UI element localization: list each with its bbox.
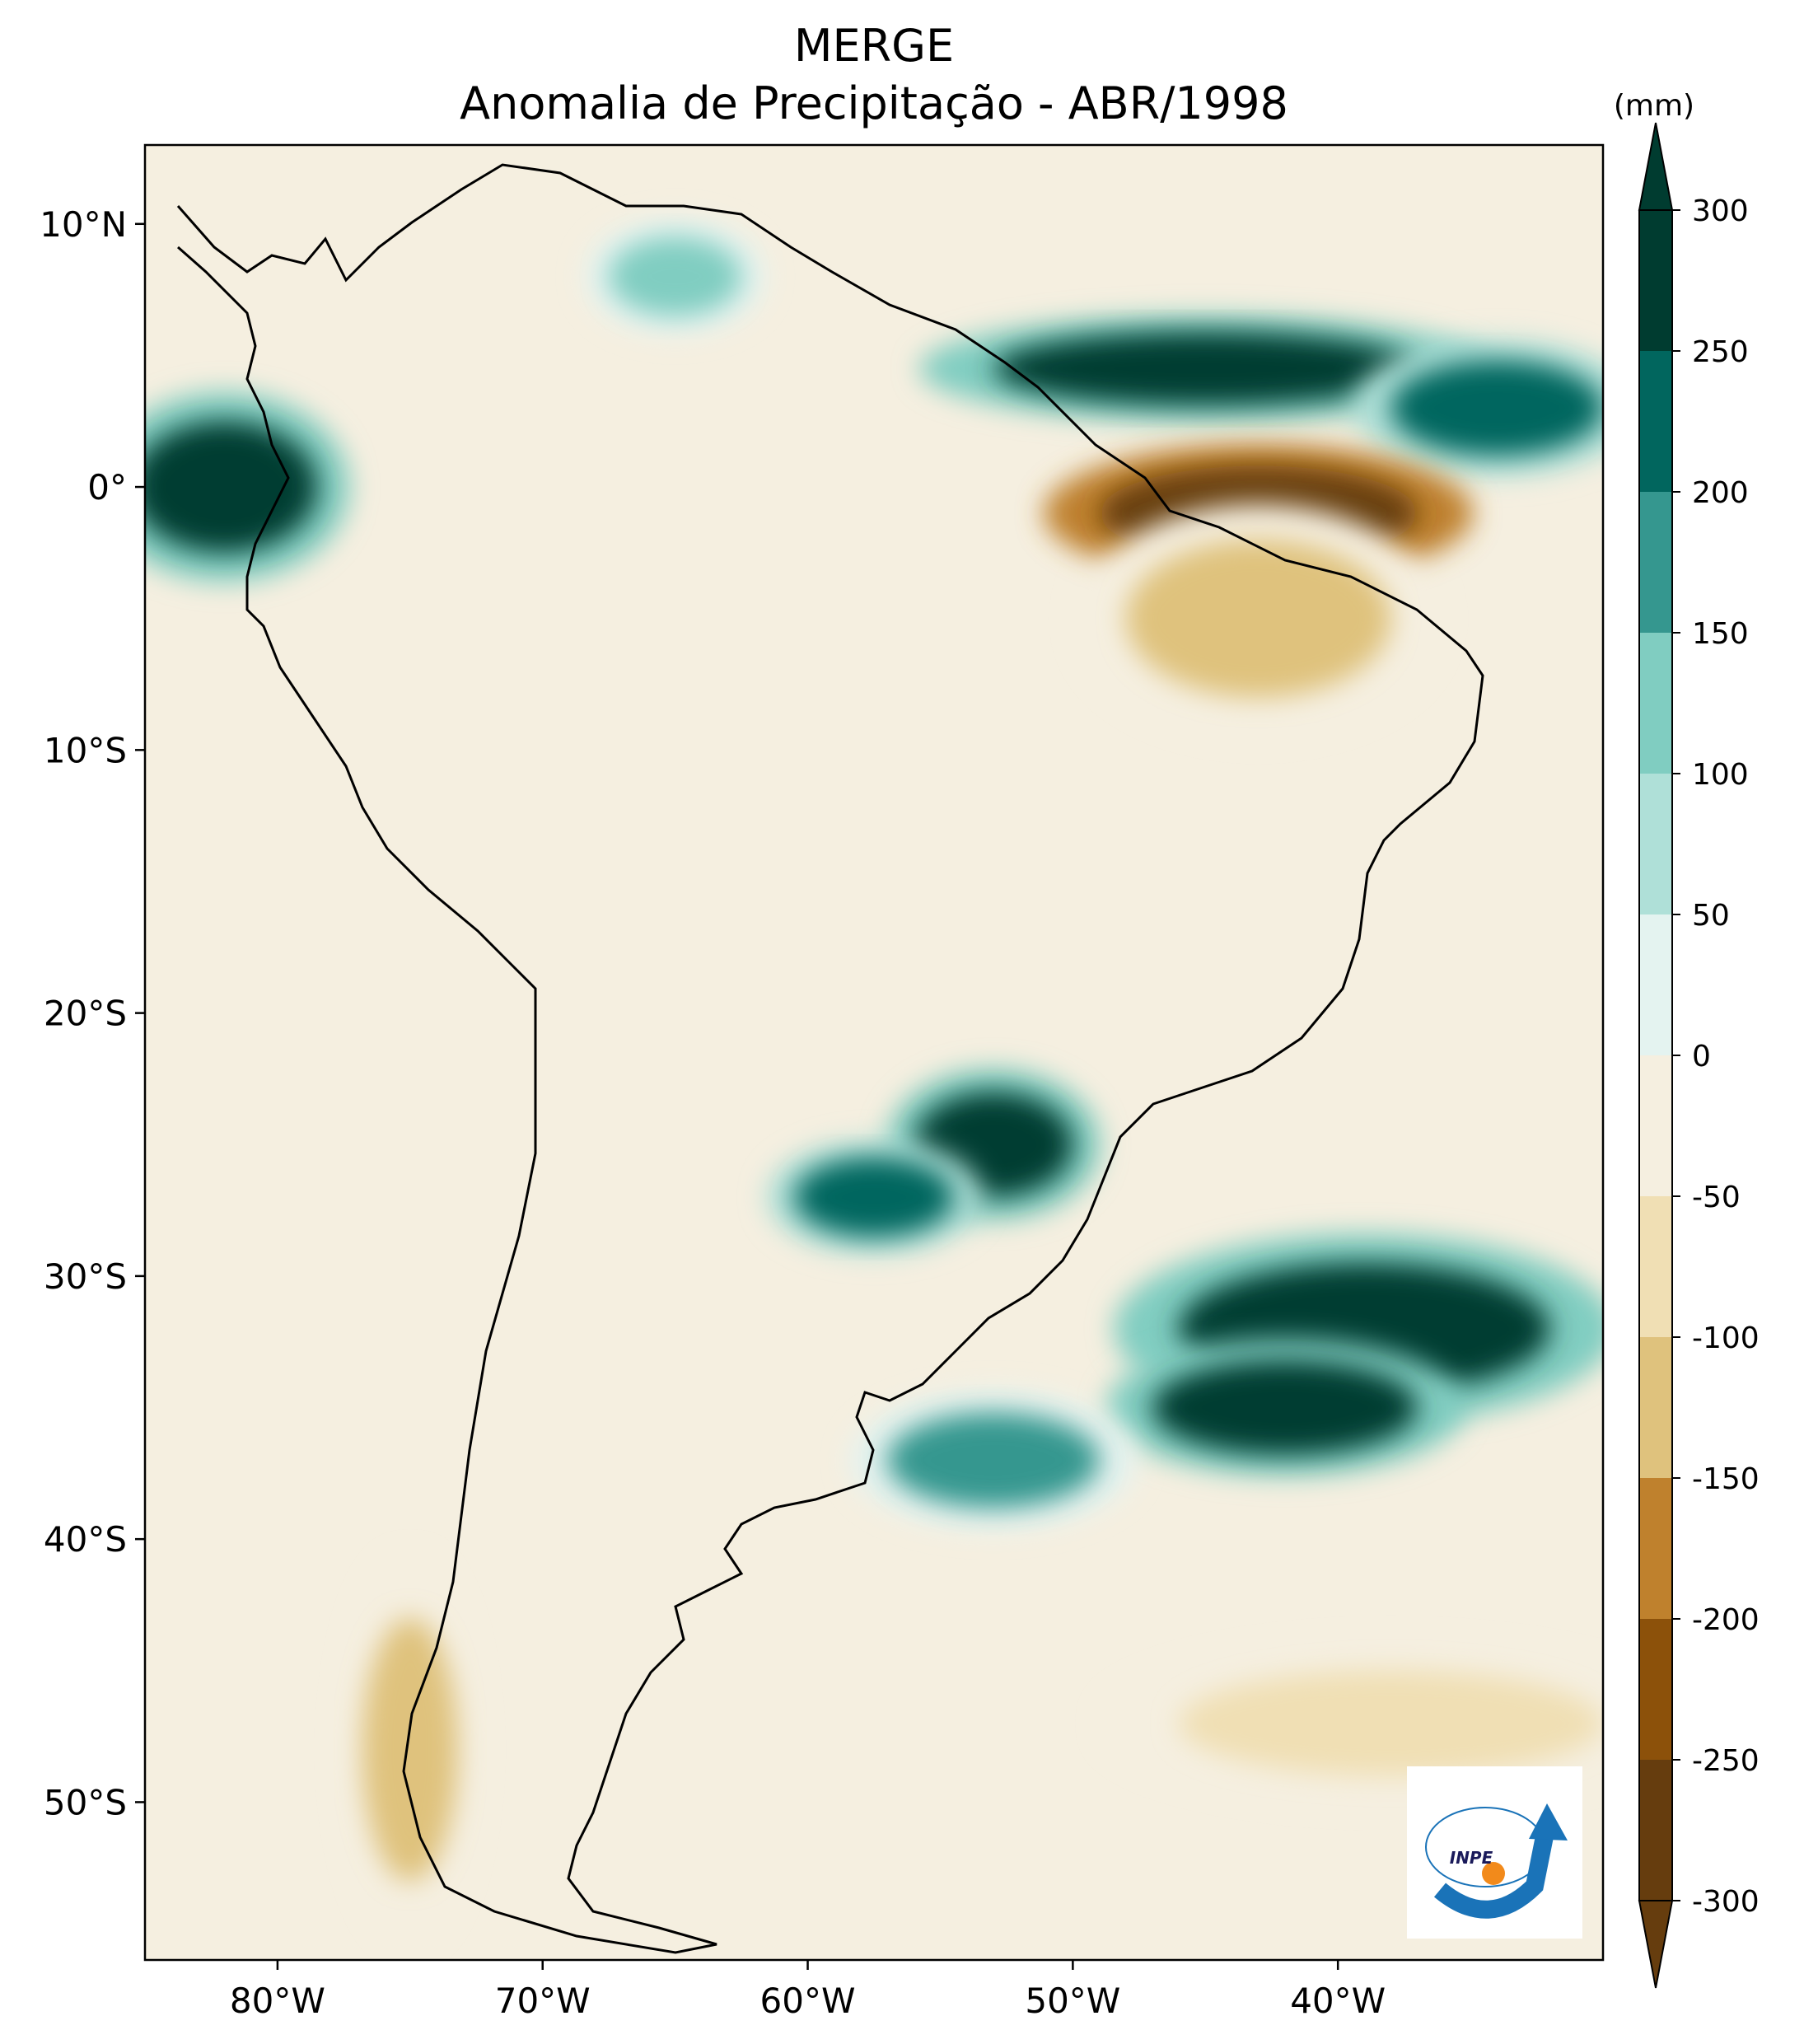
colorbar-tick-label: -150: [1692, 1462, 1760, 1496]
colorbar-segment: [1639, 1760, 1672, 1901]
x-tick-label: 40°W: [1290, 1981, 1386, 2021]
colorbar: (mm) 300 250 200 150 100 50 0 -50 -100 -150 -200 -2…: [1614, 89, 1760, 1989]
anomaly-region: [1125, 539, 1391, 698]
colorbar-segment: [1639, 1196, 1672, 1338]
colorbar-segment: [1639, 1055, 1672, 1197]
coastline: [176, 163, 1484, 1954]
svg-text:INPE: INPE: [1450, 1848, 1493, 1868]
colorbar-segment: [1639, 492, 1672, 634]
colorbar-segment: [1639, 1619, 1672, 1761]
colorbar-tick-label: 100: [1692, 758, 1749, 792]
colorbar-extend-max: [1638, 122, 1674, 211]
map-frame: [143, 143, 1605, 1962]
anomaly-region: [362, 1617, 458, 1882]
colorbar-tick-label: -100: [1692, 1321, 1760, 1355]
colorbar-tick-label: 50: [1692, 899, 1730, 933]
colorbar-tick-label: -50: [1692, 1181, 1741, 1214]
anomaly-region: [145, 421, 318, 553]
x-tick-label: 60°W: [760, 1981, 856, 2021]
colorbar-tick-label: 0: [1692, 1040, 1711, 1073]
colorbar-tick-label: 150: [1692, 617, 1749, 651]
anomaly-region: [1152, 1360, 1418, 1455]
colorbar-segment: [1639, 1478, 1672, 1620]
map-area: [145, 145, 1603, 1960]
y-tick-label: 30°S: [44, 1256, 127, 1297]
anomaly-region: [993, 331, 1418, 406]
inpe-logo-icon: INPE: [1425, 1803, 1568, 1919]
y-tick-label: 0°: [87, 467, 127, 507]
x-tick-label: 50°W: [1025, 1981, 1120, 2021]
y-tick-label: 20°S: [44, 994, 127, 1034]
map-title: MERGE: [793, 20, 955, 72]
y-tick-label: 10°N: [40, 204, 127, 245]
x-tick-label: 70°W: [495, 1981, 591, 2021]
anomaly-region: [794, 1158, 954, 1237]
map-subtitle: Anomalia de Precipitação - ABR/1998: [460, 77, 1288, 129]
y-axis: 10°N 0° 10°S 20°S 30°S 40°S 50°S: [40, 204, 145, 1822]
x-tick-label: 80°W: [230, 1981, 325, 2021]
anomaly-region: [1179, 1670, 1603, 1776]
colorbar-tick-label: 250: [1692, 335, 1749, 369]
x-axis: 80°W 70°W 60°W 50°W 40°W: [230, 1960, 1386, 2021]
colorbar-segment: [1639, 774, 1672, 915]
anomaly-region: [1390, 360, 1603, 456]
y-tick-label: 10°S: [44, 730, 127, 770]
colorbar-segment: [1639, 633, 1672, 774]
colorbar-tick-label: 200: [1692, 476, 1749, 510]
colorbar-segment: [1639, 210, 1672, 352]
colorbar-tick-label: -250: [1692, 1744, 1760, 1778]
colorbar-tick-label: 300: [1692, 194, 1749, 228]
colorbar-segment: [1639, 1337, 1672, 1479]
colorbar-extend-min: [1638, 1900, 1674, 1989]
y-tick-label: 40°S: [44, 1519, 127, 1560]
anomaly-region: [887, 1412, 1100, 1508]
y-tick-label: 50°S: [44, 1782, 127, 1822]
colorbar-segment: [1639, 914, 1672, 1056]
colorbar-tick-label: -300: [1692, 1885, 1760, 1919]
anomaly-region: [609, 236, 742, 316]
anomaly-layer: [145, 219, 1603, 1941]
colorbar-segment: [1639, 351, 1672, 493]
colorbar-tick-label: -200: [1692, 1603, 1760, 1637]
colorbar-unit: (mm): [1614, 89, 1694, 123]
inpe-logo: INPE: [1407, 1766, 1582, 1939]
